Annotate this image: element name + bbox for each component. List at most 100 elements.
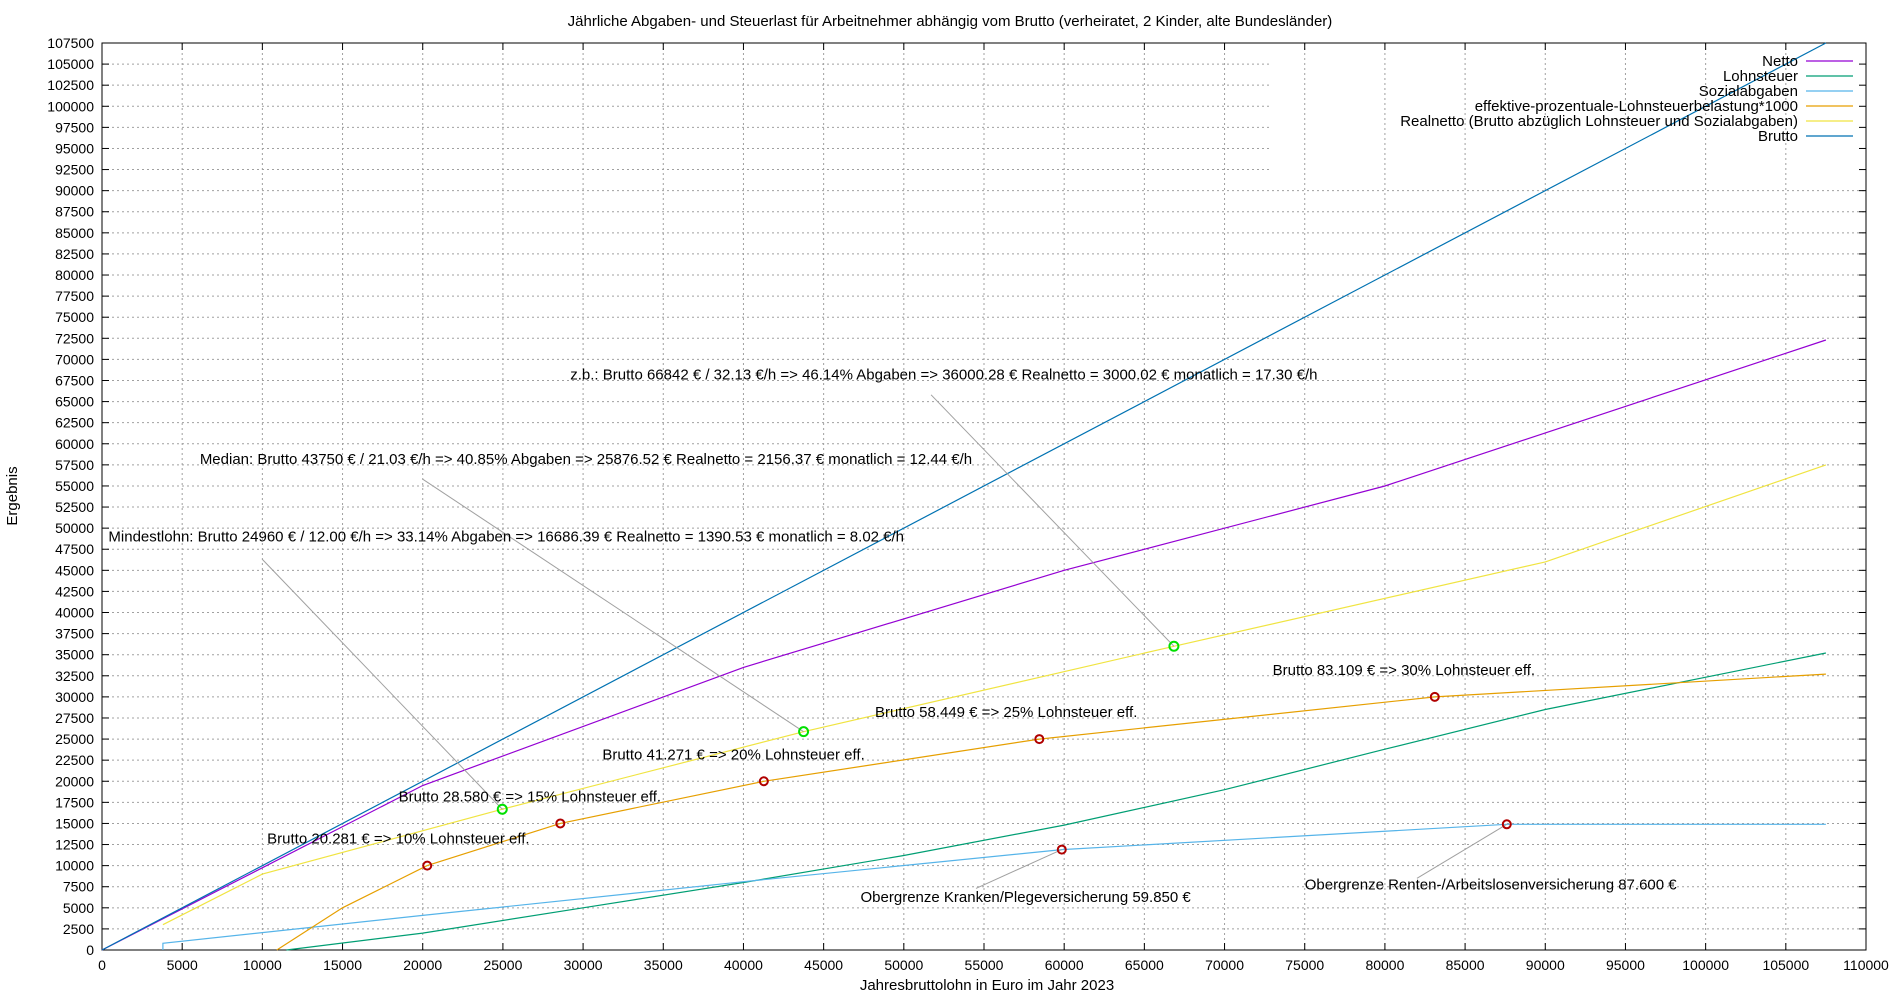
annotations: Brutto 20.281 € => 10% Lohnsteuer eff. Br… <box>108 367 1677 906</box>
leader-line <box>975 849 1062 889</box>
threshold-marker <box>1056 844 1067 855</box>
y-tick-label: 77500 <box>55 288 94 304</box>
x-tick-label: 65000 <box>1125 957 1164 973</box>
x-tick-label: 60000 <box>1045 957 1084 973</box>
leader-line <box>422 478 804 733</box>
legend: NettoLohnsteuerSozialabgabeneffektive-pr… <box>1400 53 1853 145</box>
y-axis-label: Ergebnis <box>4 466 21 525</box>
leader-line <box>262 559 503 810</box>
axis-ticks: 0 2500 5000 7500 10000 12500 15000 17500 20000 22… <box>47 35 1889 973</box>
y-tick-label: 72500 <box>55 330 94 346</box>
threshold-marker <box>1429 691 1440 702</box>
series-line-netto <box>101 339 1827 951</box>
y-tick-label: 37500 <box>55 626 94 642</box>
realnetto-marker <box>1168 640 1180 652</box>
y-tick-label: 85000 <box>55 225 94 241</box>
y-tick-label: 75000 <box>55 309 94 325</box>
annotation-label: Brutto 28.580 € => 15% Lohnsteuer eff. <box>399 789 661 806</box>
y-tick-label: 60000 <box>55 436 94 452</box>
y-tick-label: 5000 <box>63 900 94 916</box>
x-tick-label: 20000 <box>403 957 442 973</box>
x-tick-label: 70000 <box>1205 957 1244 973</box>
annotation-label: z.b.: Brutto 66842 € / 32.13 €/h => 46.1… <box>570 367 1317 384</box>
threshold-marker <box>1034 734 1045 745</box>
annotation-label: Obergrenze Renten-/Arbeitslosenversicher… <box>1305 876 1678 893</box>
x-tick-label: 85000 <box>1446 957 1485 973</box>
series-line-sozialabgaben <box>162 823 1826 950</box>
x-tick-label: 45000 <box>804 957 843 973</box>
x-axis-label: Jahresbruttolohn in Euro im Jahr 2023 <box>860 977 1114 994</box>
y-tick-label: 47500 <box>55 541 94 557</box>
threshold-marker <box>555 818 566 829</box>
annotation-label: Median: Brutto 43750 € / 21.03 €/h => 40… <box>200 451 972 468</box>
leader-line <box>1416 823 1508 879</box>
series-line-lohnsteuer <box>286 652 1827 951</box>
x-tick-label: 30000 <box>564 957 603 973</box>
legend-label: Realnetto (Brutto abzüglich Lohnsteuer u… <box>1400 113 1798 130</box>
y-tick-label: 90000 <box>55 183 94 199</box>
legend-label: Lohnsteuer <box>1723 68 1798 85</box>
grid <box>102 43 1866 950</box>
leader-line <box>930 394 1175 647</box>
x-tick-label: 15000 <box>323 957 362 973</box>
y-tick-label: 2500 <box>63 921 94 937</box>
y-tick-label: 50000 <box>55 520 94 536</box>
chart-title: Jährliche Abgaben- und Steuerlast für Ar… <box>568 13 1333 30</box>
y-tick-label: 0 <box>86 942 94 958</box>
x-tick-label: 25000 <box>483 957 522 973</box>
x-tick-label: 35000 <box>644 957 683 973</box>
annotation-label: Mindestlohn: Brutto 24960 € / 12.00 €/h … <box>108 529 904 546</box>
x-tick-label: 105000 <box>1762 957 1809 973</box>
threshold-marker <box>1501 819 1512 830</box>
y-tick-label: 102500 <box>47 77 94 93</box>
y-tick-label: 105000 <box>47 56 94 72</box>
x-tick-label: 100000 <box>1682 957 1729 973</box>
x-tick-label: 40000 <box>724 957 763 973</box>
x-tick-label: 90000 <box>1526 957 1565 973</box>
series-line-brutto <box>101 42 1827 951</box>
annotation-label: Brutto 41.271 € => 20% Lohnsteuer eff. <box>602 746 864 763</box>
y-tick-label: 27500 <box>55 710 94 726</box>
point-markers <box>422 640 1512 871</box>
y-tick-label: 70000 <box>55 351 94 367</box>
y-tick-label: 42500 <box>55 583 94 599</box>
x-tick-label: 0 <box>98 957 106 973</box>
y-tick-label: 62500 <box>55 415 94 431</box>
y-tick-label: 92500 <box>55 162 94 178</box>
y-tick-label: 10000 <box>55 858 94 874</box>
x-tick-label: 95000 <box>1606 957 1645 973</box>
y-tick-label: 67500 <box>55 372 94 388</box>
annotation-label: Brutto 20.281 € => 10% Lohnsteuer eff. <box>267 831 529 848</box>
y-tick-label: 65000 <box>55 394 94 410</box>
annotation-label: Brutto 58.449 € => 25% Lohnsteuer eff. <box>875 704 1137 721</box>
x-tick-label: 80000 <box>1365 957 1404 973</box>
y-tick-label: 57500 <box>55 457 94 473</box>
annotation-leaders <box>262 394 1508 889</box>
y-tick-label: 55000 <box>55 478 94 494</box>
legend-label: Brutto <box>1758 128 1798 145</box>
y-tick-label: 107500 <box>47 35 94 51</box>
realnetto-marker <box>496 803 508 815</box>
y-tick-label: 100000 <box>47 98 94 114</box>
y-tick-label: 87500 <box>55 204 94 220</box>
y-tick-label: 7500 <box>63 879 94 895</box>
y-tick-label: 80000 <box>55 267 94 283</box>
y-tick-label: 15000 <box>55 815 94 831</box>
y-tick-label: 25000 <box>55 731 94 747</box>
legend-label: Sozialabgaben <box>1699 83 1798 100</box>
x-tick-label: 10000 <box>243 957 282 973</box>
y-tick-label: 40000 <box>55 605 94 621</box>
threshold-marker <box>758 776 769 787</box>
legend-label: effektive-prozentuale-Lohnsteuerbelastun… <box>1475 98 1798 115</box>
y-tick-label: 17500 <box>55 794 94 810</box>
y-tick-label: 30000 <box>55 689 94 705</box>
y-tick-label: 35000 <box>55 647 94 663</box>
series-line-effektive-prozentuale-lohnsteuerbelastung*1000 <box>276 673 1826 951</box>
annotation-label: Brutto 83.109 € => 30% Lohnsteuer eff. <box>1273 662 1535 679</box>
y-tick-label: 97500 <box>55 119 94 135</box>
x-tick-label: 110000 <box>1843 957 1889 973</box>
x-tick-label: 50000 <box>884 957 923 973</box>
series-line-realnetto <box>162 464 1827 926</box>
y-tick-label: 12500 <box>55 837 94 853</box>
